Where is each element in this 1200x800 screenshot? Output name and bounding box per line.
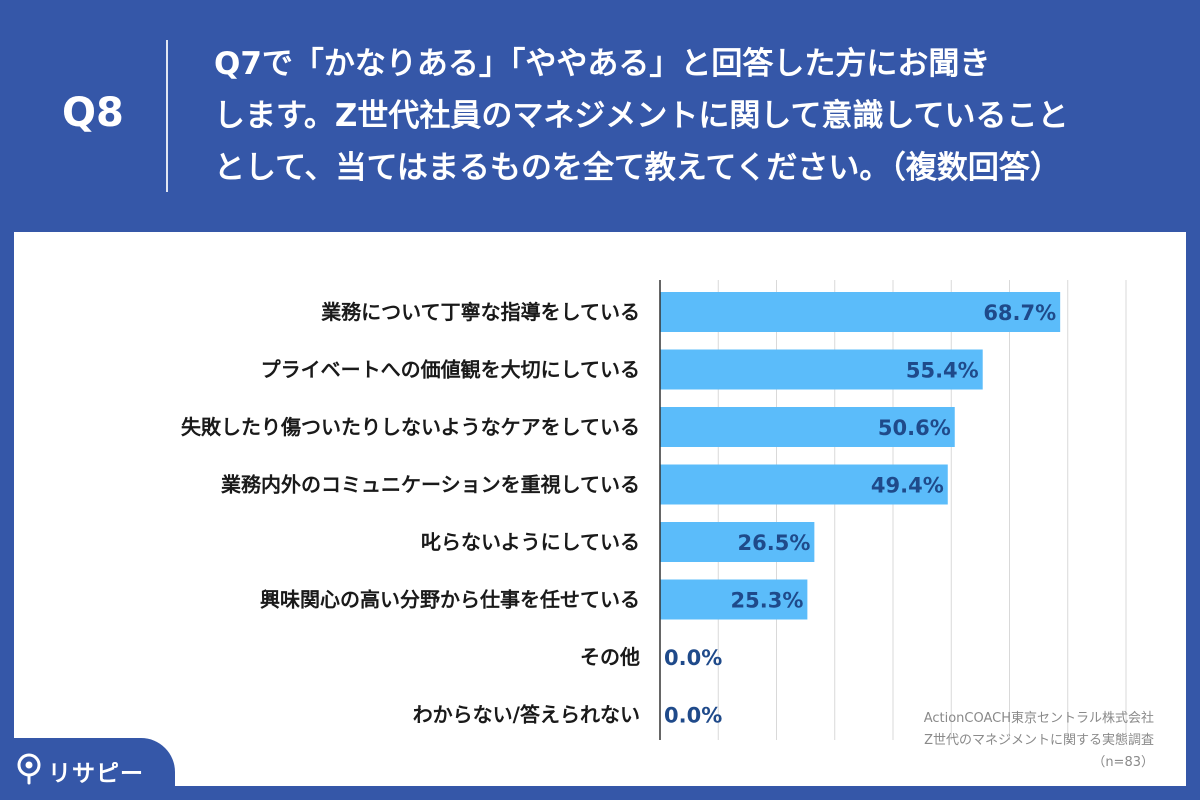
value-label: 26.5%: [738, 531, 811, 555]
map-pin-icon: [17, 753, 41, 785]
question-number: Q8: [62, 90, 124, 136]
bar: [660, 349, 983, 390]
chart-panel: 業務について丁寧な指導をしている 68.7% プライベートへの価値観を大切にしている…: [14, 232, 1186, 786]
category-label: 失敗したり傷ついたりしないようなケアをしている: [181, 415, 640, 439]
category-label: 興味関心の高い分野から仕事を任せている: [260, 588, 640, 612]
source-note: ActionCOACH東京セントラル株式会社 Z世代のマネジメントに関する実態調…: [924, 708, 1154, 774]
value-label: 55.4%: [906, 359, 979, 383]
brand-logo: リサピー: [0, 738, 175, 800]
category-label: わからない/答えられない: [413, 703, 640, 727]
bar: [660, 464, 948, 505]
category-label: その他: [580, 645, 640, 669]
bar: [660, 579, 808, 620]
header-divider: [166, 40, 168, 192]
value-label: 0.0%: [664, 646, 722, 670]
value-label: 50.6%: [878, 416, 951, 440]
category-label: 業務内外のコミュニケーションを重視している: [221, 473, 640, 497]
bar: [660, 522, 815, 562]
bar-chart: 業務について丁寧な指導をしている 68.7% プライベートへの価値観を大切にしている…: [181, 280, 1127, 740]
source-company: ActionCOACH東京セントラル株式会社: [923, 711, 1154, 726]
category-label: プライベートへの価値観を大切にしている: [261, 358, 640, 382]
bar: [660, 292, 1061, 332]
value-label: 49.4%: [871, 474, 944, 498]
source-sample-size: （n=83）: [1092, 755, 1154, 770]
brand-name: リサピー: [48, 761, 144, 787]
question-text: Q7で「かなりある」「ややある」と回答した方にお聞き します。Z世代社員のマネジ…: [214, 46, 1069, 186]
bar: [660, 407, 955, 447]
category-label: 業務について丁寧な指導をしている: [321, 300, 640, 324]
value-label: 0.0%: [664, 704, 722, 728]
question-header: Q8 Q7で「かなりある」「ややある」と回答した方にお聞き します。Z世代社員の…: [0, 0, 1200, 232]
category-label: 叱らないようにしている: [421, 530, 640, 554]
value-label: 68.7%: [983, 301, 1056, 325]
source-survey: Z世代のマネジメントに関する実態調査: [924, 733, 1154, 748]
value-label: 25.3%: [731, 589, 804, 613]
